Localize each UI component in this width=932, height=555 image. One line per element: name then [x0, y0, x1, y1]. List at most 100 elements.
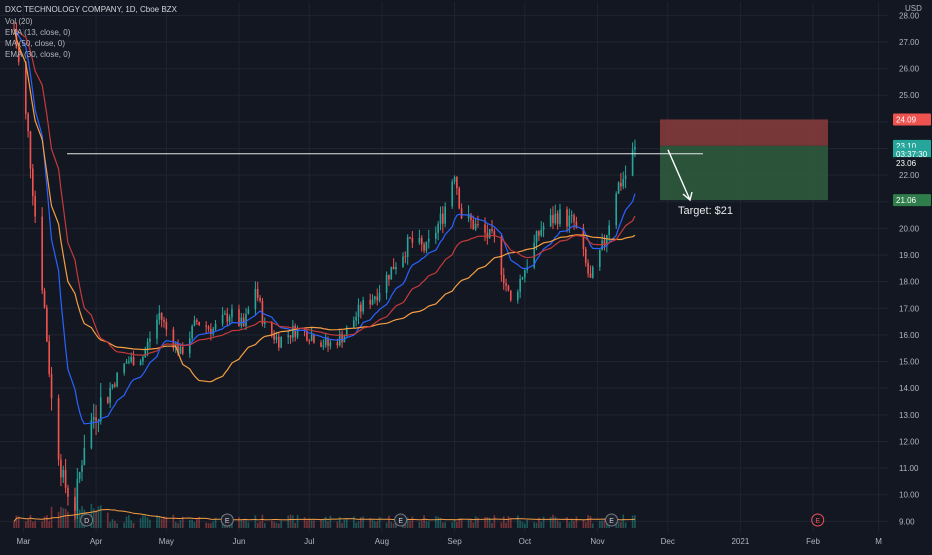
candle-body [130, 356, 133, 362]
volume-bar [214, 517, 217, 528]
volume-bar [434, 516, 437, 528]
candle-body [106, 397, 109, 403]
candle-body [41, 216, 43, 291]
candle-body [411, 237, 414, 243]
candle-body [43, 290, 46, 308]
volume-bar [245, 518, 247, 528]
candle-body [434, 232, 437, 239]
volume-bar [205, 522, 208, 528]
volume-bar [352, 516, 355, 528]
time-tick-label: May [159, 537, 174, 546]
candle-body [256, 289, 259, 298]
short-arrow [667, 149, 693, 202]
moving-averages [13, 28, 636, 522]
candle-body [228, 317, 231, 322]
volume-bar [15, 515, 18, 528]
stop-loss-zone [660, 119, 828, 146]
candle-body [519, 278, 521, 292]
volume-bar [521, 521, 524, 528]
price-badge [893, 147, 931, 160]
candle-body [210, 328, 212, 335]
volume-bar [31, 521, 34, 528]
volume-bar [320, 519, 322, 528]
candle-body [273, 334, 275, 340]
candle-body [24, 61, 27, 114]
candle-body [418, 237, 421, 243]
price-tick-label: 10.00 [899, 491, 920, 500]
event-marker [605, 513, 619, 527]
candle-body [259, 297, 261, 301]
candle-body [634, 146, 636, 150]
volume-bar [442, 522, 444, 528]
volume-bar [474, 516, 477, 528]
candle-body [226, 313, 229, 322]
candle-body [46, 307, 48, 342]
volume-bar [453, 519, 456, 528]
volume-bar [240, 520, 243, 528]
candle-body [362, 300, 364, 312]
volume-bar [507, 516, 510, 528]
volume-bar [371, 519, 374, 528]
time-tick-label: Apr [90, 537, 103, 546]
candle-body [92, 417, 95, 420]
volume-bar [411, 516, 414, 528]
legend: DXC TECHNOLOGY COMPANY, 1D, Cboe BZX Vol… [5, 5, 178, 59]
volume-bar [261, 514, 264, 528]
volume-bar [324, 516, 327, 528]
candle-body [392, 266, 395, 270]
candle-body [493, 231, 496, 237]
candle-body [296, 328, 299, 337]
price-tick-label: 25.00 [899, 91, 920, 100]
candle-body [573, 215, 575, 222]
volume-bar [620, 521, 622, 528]
candle-body [156, 319, 158, 339]
candle-body [587, 262, 589, 274]
volume-bar [589, 516, 592, 528]
candle-body [385, 274, 388, 293]
volume-bar [538, 517, 540, 528]
candle-body [591, 266, 594, 278]
candle-body [425, 241, 428, 251]
volume-bar [280, 520, 282, 528]
volume-bar [198, 516, 200, 528]
price-tick-label: 22.00 [899, 171, 920, 180]
volume-bar [444, 522, 446, 528]
candle-body [289, 335, 292, 338]
price-tick-label: 19.00 [899, 251, 920, 260]
volume-bar [584, 521, 587, 528]
candle-body [111, 384, 114, 388]
price-tick-label: 13.00 [899, 411, 920, 420]
time-tick-label: Jul [304, 537, 314, 546]
candle-body [439, 213, 442, 224]
candle-body [149, 338, 151, 342]
candle-body [165, 321, 168, 330]
volume-bar [191, 519, 193, 528]
event-marker-label: D [84, 518, 89, 525]
candle-body [231, 309, 233, 318]
time-tick-label: M [875, 537, 882, 546]
candle-body [254, 289, 257, 310]
volume-bar [477, 517, 479, 528]
candle-body [620, 182, 622, 187]
price-tick-label: 16.00 [899, 331, 920, 340]
time-tick-label: Aug [375, 537, 389, 546]
price-badge [893, 157, 931, 170]
candle-body [78, 471, 81, 479]
time-tick-label: Dec [661, 537, 675, 546]
trade-zones [660, 119, 828, 201]
price-tick-label: 27.00 [899, 38, 920, 47]
candle-body [554, 213, 557, 224]
candle-body [90, 419, 93, 449]
volume-bar [566, 517, 568, 528]
volume-bar [540, 521, 543, 528]
volume-bar [423, 515, 425, 528]
candle-body [188, 338, 191, 354]
target-label: Target: $21 [678, 205, 733, 217]
candle-body [113, 384, 116, 387]
candle-body [549, 215, 552, 227]
volume-bar [343, 519, 346, 528]
volume-bar [158, 516, 161, 528]
volume-bar [48, 521, 51, 528]
